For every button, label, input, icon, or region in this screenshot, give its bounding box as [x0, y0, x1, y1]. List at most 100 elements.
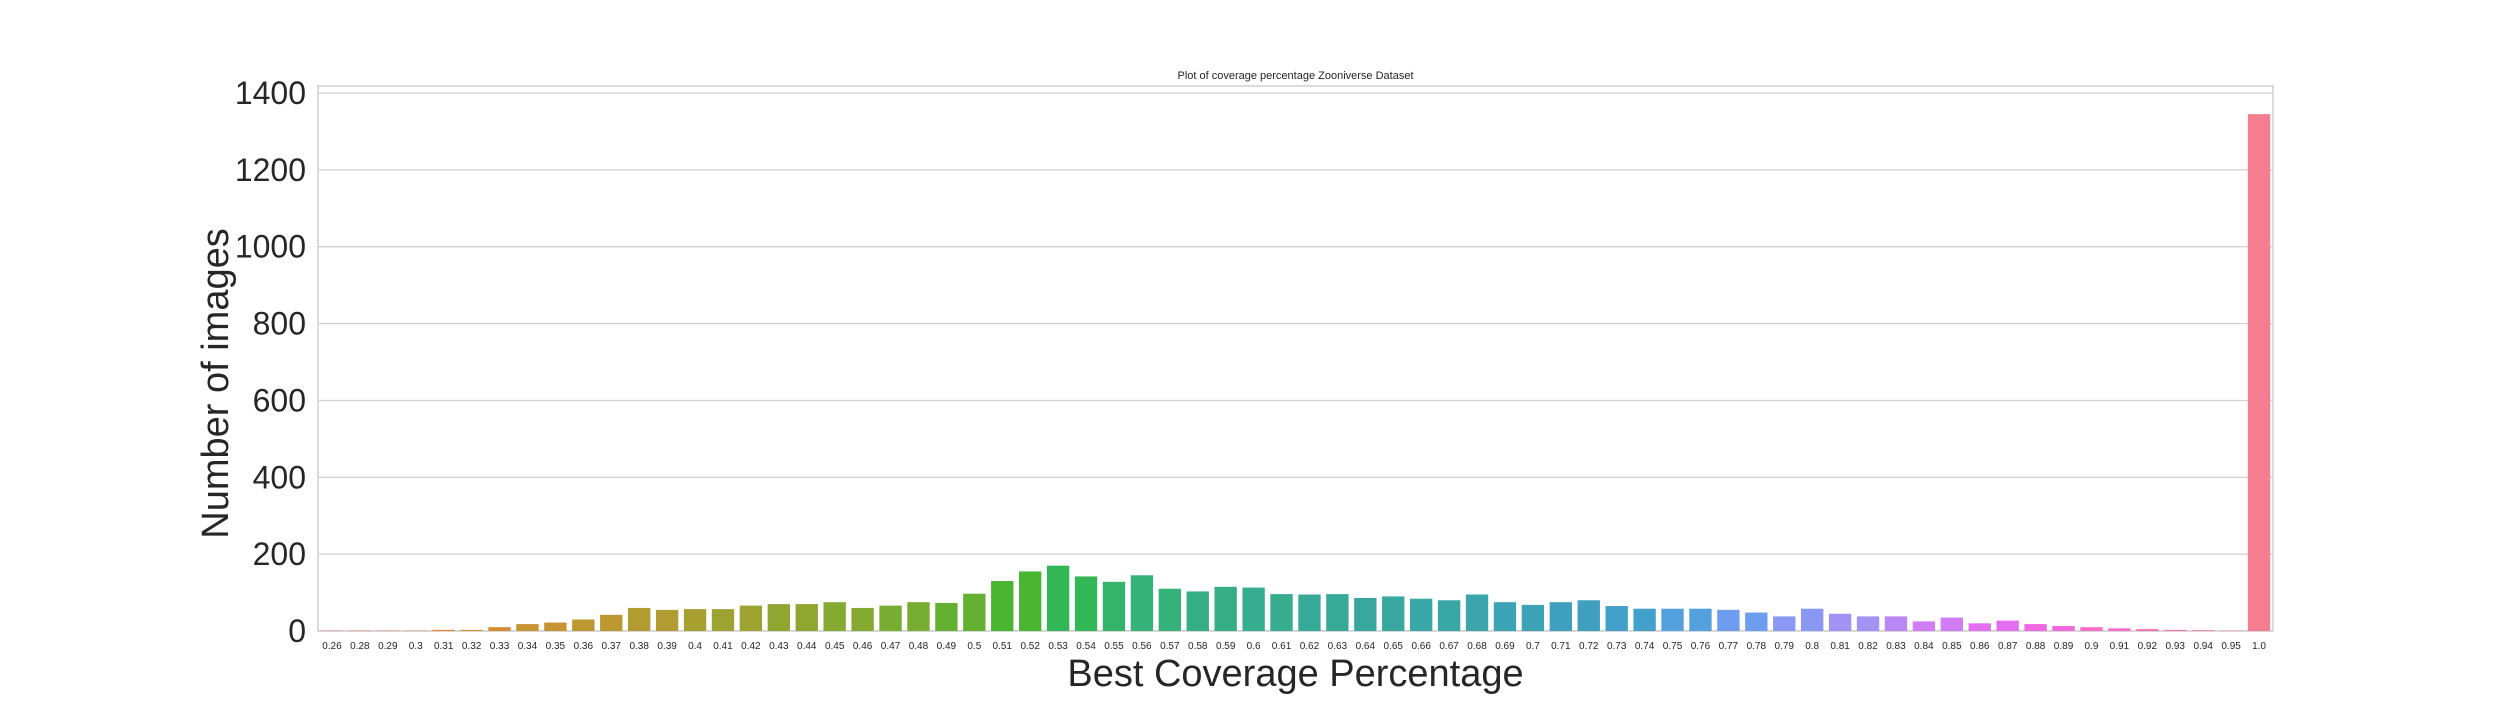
y-tick-label: 0	[288, 613, 306, 649]
bar	[683, 609, 707, 631]
bar	[1633, 608, 1656, 631]
bar	[1745, 612, 1768, 631]
bar	[1354, 597, 1377, 631]
bar	[1801, 608, 1824, 631]
bar	[1410, 598, 1433, 631]
y-tick-label: 800	[253, 306, 306, 342]
bar	[1214, 586, 1237, 631]
x-tick-label: 0.75	[1663, 641, 1683, 652]
bar	[2247, 114, 2271, 631]
bar	[2052, 626, 2075, 631]
x-tick-label: 0.92	[2138, 641, 2158, 652]
x-tick-label: 0.51	[993, 641, 1013, 652]
x-tick-label: 0.57	[1160, 641, 1180, 652]
x-tick-label: 0.82	[1858, 641, 1878, 652]
x-tick-label: 0.9	[2085, 641, 2099, 652]
x-tick-label: 0.84	[1914, 641, 1934, 652]
bar	[1856, 616, 1880, 631]
bar	[544, 622, 567, 631]
y-tick-label: 400	[253, 459, 306, 495]
x-tick-label: 0.26	[322, 641, 342, 652]
x-tick-label: 0.33	[490, 641, 510, 652]
x-tick-label: 0.58	[1188, 641, 1208, 652]
bar	[488, 627, 511, 631]
bar	[1661, 608, 1684, 631]
x-tick-label: 0.37	[602, 641, 622, 652]
x-tick-label: 0.59	[1216, 641, 1236, 652]
bar	[516, 624, 539, 631]
x-tick-label: 0.94	[2193, 641, 2213, 652]
bar	[1689, 608, 1712, 631]
x-tick-label: 0.79	[1775, 641, 1795, 652]
bar	[1270, 594, 1293, 631]
bar	[991, 581, 1014, 631]
bar	[1046, 565, 1070, 631]
x-tick-label: 0.49	[937, 641, 957, 652]
y-axis-label: Number of images	[195, 228, 237, 538]
bar	[1382, 596, 1405, 631]
x-tick-label: 0.64	[1356, 641, 1376, 652]
x-tick-label: 0.93	[2166, 641, 2186, 652]
bar	[1912, 621, 1936, 631]
x-tick-label: 0.65	[1384, 641, 1404, 652]
x-tick-label: 0.91	[2110, 641, 2130, 652]
x-tick-label: 0.32	[462, 641, 482, 652]
x-tick-label: 0.54	[1076, 641, 1096, 652]
x-tick-label: 0.83	[1886, 641, 1906, 652]
bar	[572, 619, 595, 631]
bar	[1828, 613, 1852, 631]
x-tick-label: 0.35	[546, 641, 566, 652]
x-tick-label: 0.77	[1719, 641, 1739, 652]
y-tick-labels: 0 200 400 600 800 1000 1200 1400	[235, 75, 306, 649]
bar	[1773, 616, 1796, 631]
y-tick-label: 600	[253, 382, 306, 418]
y-tick-label: 1200	[235, 152, 306, 188]
x-tick-label: 0.42	[741, 641, 761, 652]
x-tick-label: 0.46	[853, 641, 873, 652]
bar	[823, 602, 846, 631]
x-tick-label: 0.28	[350, 641, 370, 652]
bar	[711, 609, 735, 631]
bar	[2024, 624, 2047, 631]
bar	[1130, 575, 1154, 631]
x-tick-label: 0.38	[629, 641, 649, 652]
x-tick-label: 0.68	[1467, 641, 1487, 652]
x-tick-label: 0.7	[1526, 641, 1540, 652]
x-tick-label: 0.29	[378, 641, 398, 652]
x-tick-label: 0.53	[1048, 641, 1068, 652]
x-tick-label: 0.86	[1970, 641, 1990, 652]
bars	[320, 114, 2271, 631]
bar	[851, 607, 874, 631]
x-tick-label: 0.5	[967, 641, 981, 652]
bar	[2192, 630, 2215, 631]
x-tick-label: 0.3	[409, 641, 423, 652]
bar	[628, 607, 651, 631]
bar	[1437, 600, 1461, 631]
x-tick-label: 0.63	[1328, 641, 1348, 652]
bar	[1717, 609, 1740, 631]
x-tick-label: 0.66	[1411, 641, 1431, 652]
x-tick-label: 0.89	[2054, 641, 2074, 652]
bar	[1102, 581, 1126, 631]
bar	[1940, 617, 1963, 631]
x-tick-label: 0.71	[1551, 641, 1571, 652]
bar	[2164, 629, 2187, 631]
bar	[1465, 594, 1489, 631]
y-tick-label: 1000	[235, 229, 306, 265]
bar	[1186, 591, 1209, 631]
x-tick-label: 0.69	[1495, 641, 1515, 652]
x-tick-label: 0.78	[1747, 641, 1767, 652]
bar	[795, 604, 818, 631]
bar	[1493, 602, 1517, 631]
x-axis-label: Best Coverage Percentage	[1067, 653, 1523, 695]
x-tick-label: 0.72	[1579, 641, 1599, 652]
bar	[963, 593, 986, 631]
bar	[1298, 594, 1321, 631]
bar	[2136, 629, 2159, 631]
x-tick-label: 0.4	[688, 641, 702, 652]
bar	[907, 602, 930, 631]
x-tick-label: 0.39	[657, 641, 677, 652]
x-tick-label: 0.88	[2026, 641, 2046, 652]
x-tick-label: 0.56	[1132, 641, 1152, 652]
